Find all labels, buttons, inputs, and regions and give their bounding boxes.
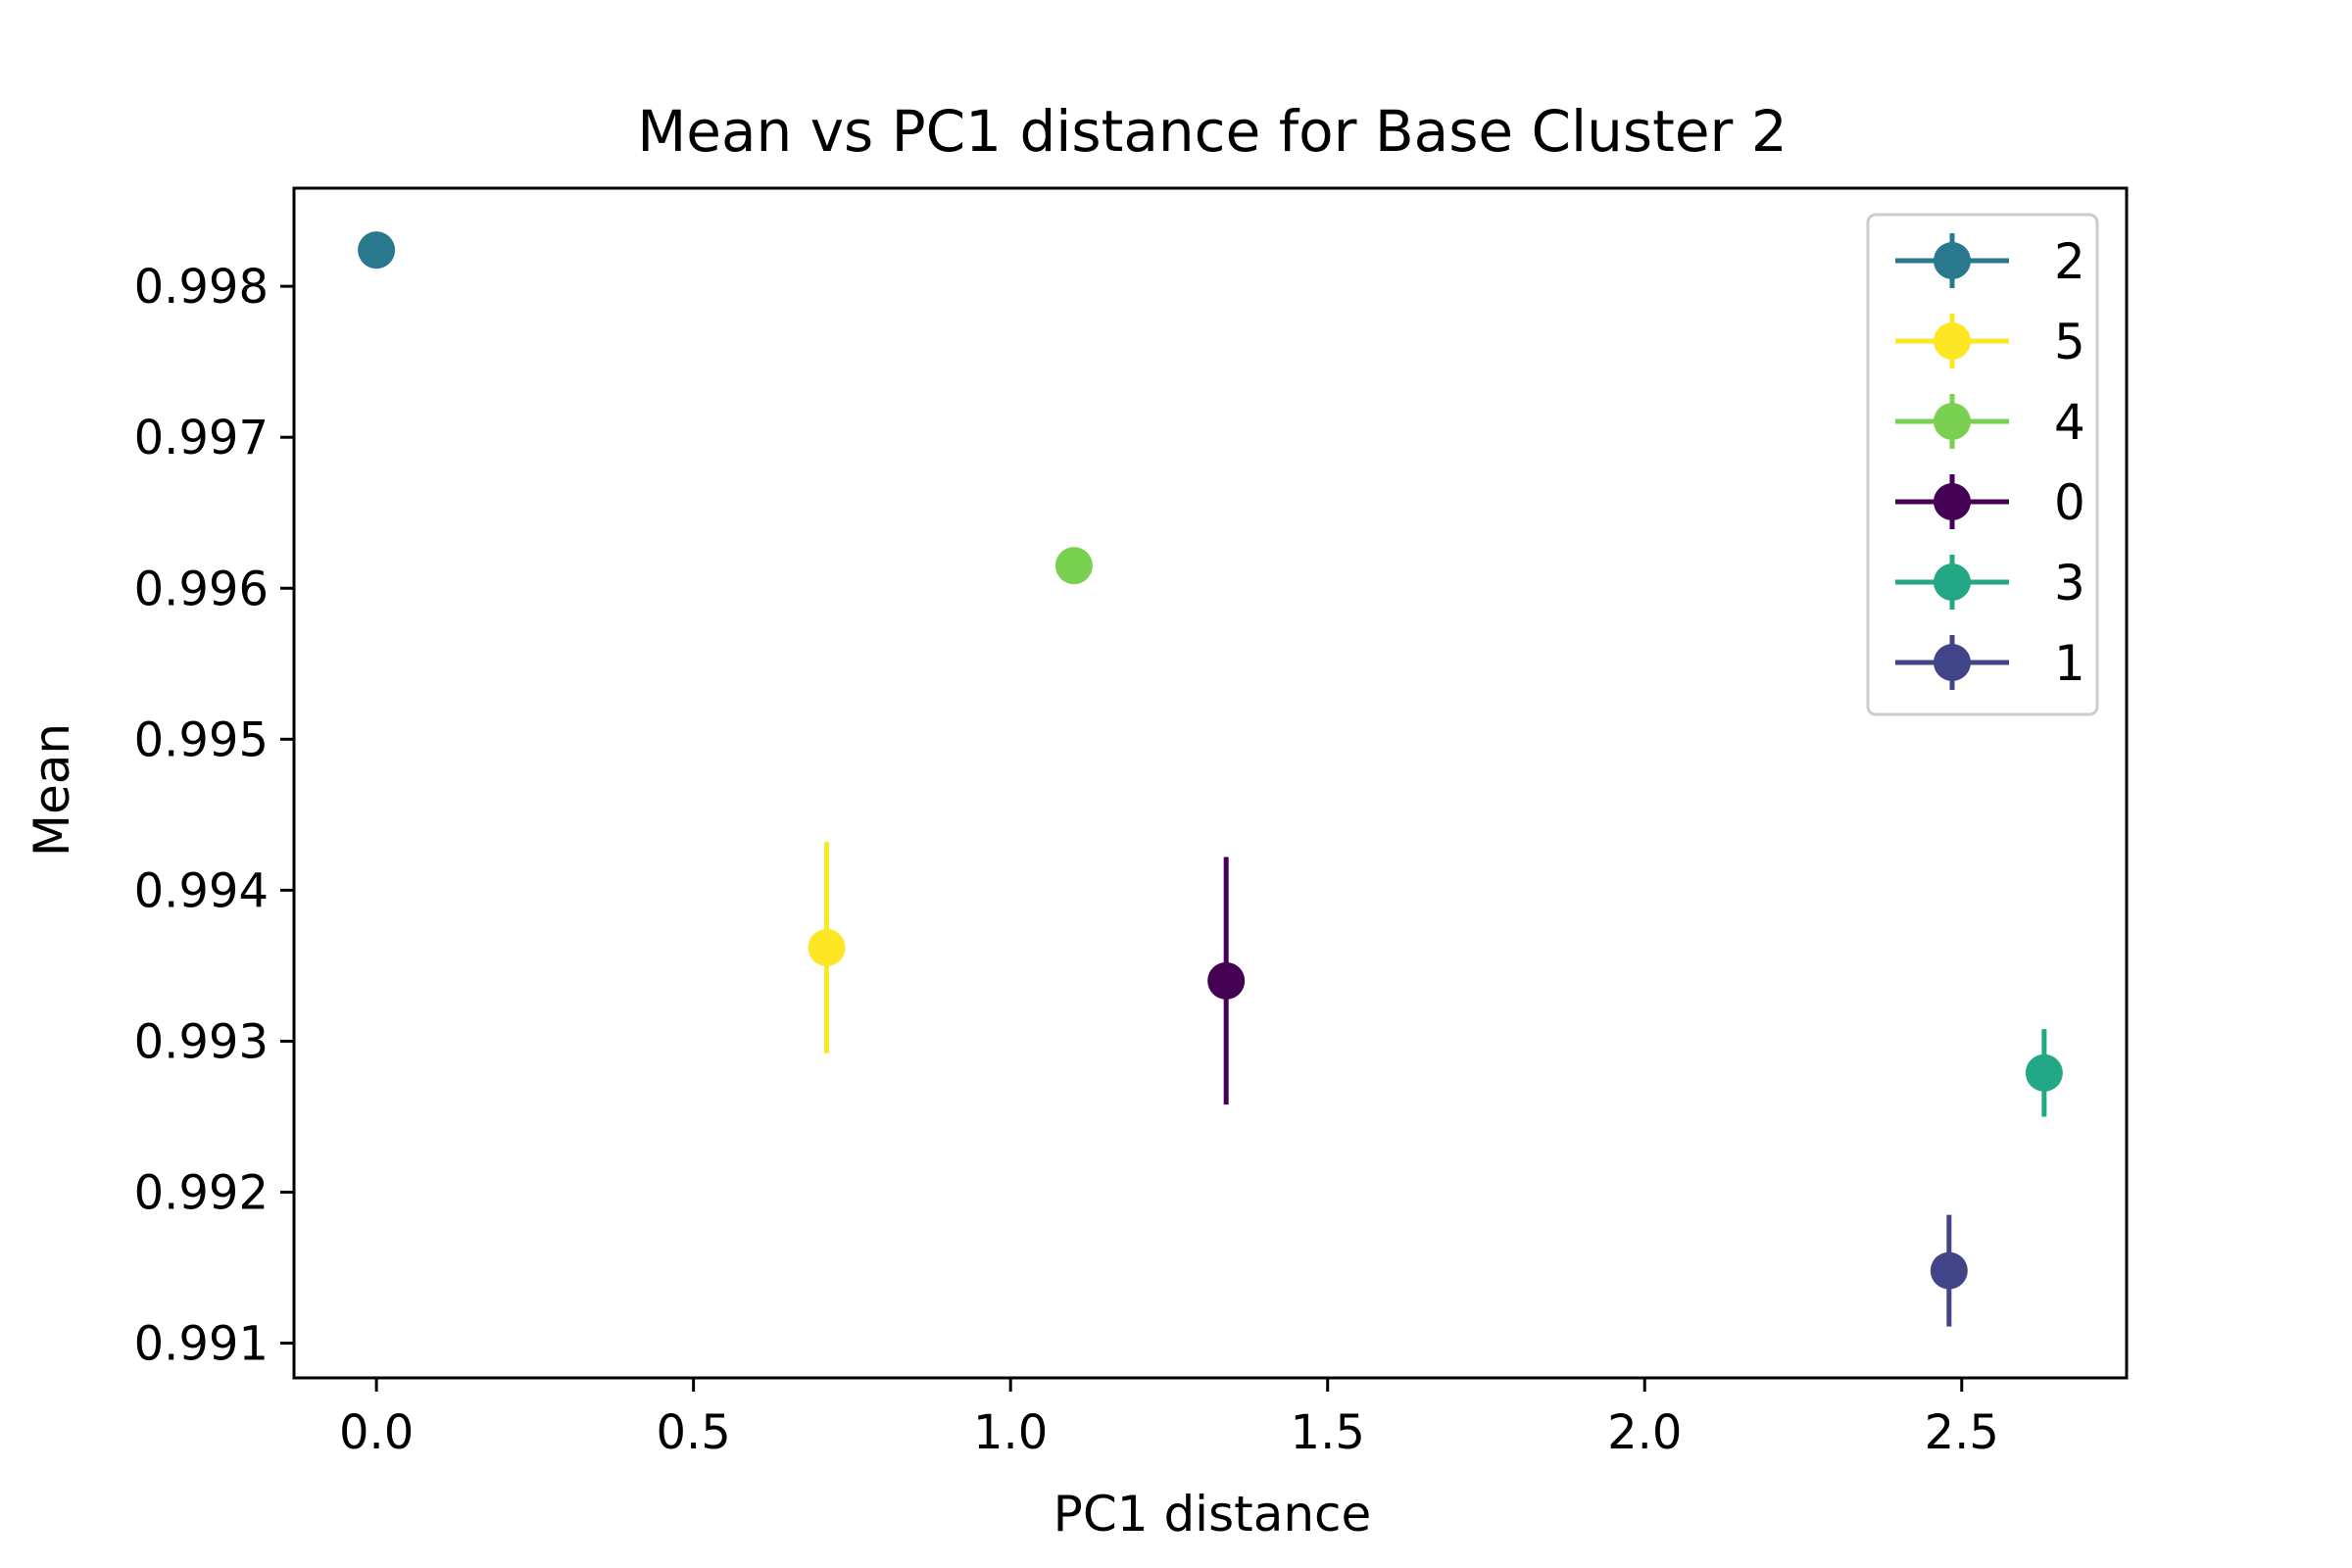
plot-area-frame: [292, 186, 2129, 1380]
y-tick-label: 0.997: [134, 411, 269, 466]
legend-item-0: 0: [1895, 474, 2085, 531]
y-axis-ticks: 0.991 0.992 0.993 0.994 0.995 0.996 0.997 0.998: [134, 260, 294, 1372]
y-tick-label: 0.993: [134, 1014, 269, 1069]
legend-marker: [1934, 403, 1971, 440]
x-axis-ticks: 0.0 0.5 1.0 1.5 2.0 2.5: [339, 1378, 1999, 1460]
series-0: [1207, 857, 1246, 1105]
y-axis-label: Mean: [24, 723, 80, 857]
legend-label: 2: [2054, 233, 2085, 290]
data-points: [358, 231, 2063, 1327]
series-3: [2025, 1029, 2063, 1117]
legend-label: 5: [2054, 314, 2085, 370]
legend-label: 0: [2054, 474, 2085, 531]
x-tick-label: 1.5: [1291, 1405, 1365, 1460]
y-tick-label: 0.998: [134, 260, 269, 315]
y-tick-label: 0.991: [134, 1317, 269, 1372]
y-tick-label: 0.994: [134, 863, 269, 918]
chart-title: Mean vs PC1 distance for Base Cluster 2: [637, 98, 1788, 165]
x-axis-label: PC1 distance: [1054, 1486, 1372, 1543]
data-point-3: [2025, 1054, 2063, 1092]
legend-marker: [1934, 564, 1971, 601]
legend-item-5: 5: [1895, 314, 2085, 370]
data-point-1: [1930, 1251, 1968, 1290]
legend-item-3: 3: [1895, 555, 2085, 612]
legend-marker: [1934, 242, 1971, 279]
legend-item-4: 4: [1895, 394, 2085, 451]
legend-items: 2 5 4 0 3 1: [1895, 233, 2085, 692]
data-point-4: [1054, 547, 1093, 585]
x-tick-label: 1.0: [973, 1405, 1048, 1460]
legend-item-1: 1: [1895, 635, 2085, 692]
legend-marker: [1934, 483, 1971, 520]
series-5: [808, 842, 846, 1054]
y-tick-label: 0.995: [134, 712, 269, 767]
data-point-5: [808, 928, 846, 966]
y-tick-label: 0.996: [134, 562, 269, 616]
series-2: [358, 231, 396, 270]
legend-label: 1: [2054, 635, 2085, 692]
series-4: [1054, 547, 1093, 585]
x-tick-label: 2.0: [1607, 1405, 1682, 1460]
series-1: [1930, 1214, 1968, 1327]
legend-label: 3: [2054, 555, 2085, 612]
legend-label: 4: [2054, 394, 2085, 451]
data-point-2: [358, 231, 396, 270]
data-point-0: [1207, 961, 1246, 1000]
legend-item-2: 2: [1895, 233, 2085, 290]
legend: 2 5 4 0 3 1: [1866, 213, 2099, 716]
x-tick-label: 2.5: [1925, 1405, 1999, 1460]
y-tick-label: 0.992: [134, 1166, 269, 1221]
legend-marker: [1934, 322, 1971, 360]
legend-marker: [1934, 644, 1971, 681]
x-tick-label: 0.5: [656, 1405, 730, 1460]
x-tick-label: 0.0: [339, 1405, 414, 1460]
